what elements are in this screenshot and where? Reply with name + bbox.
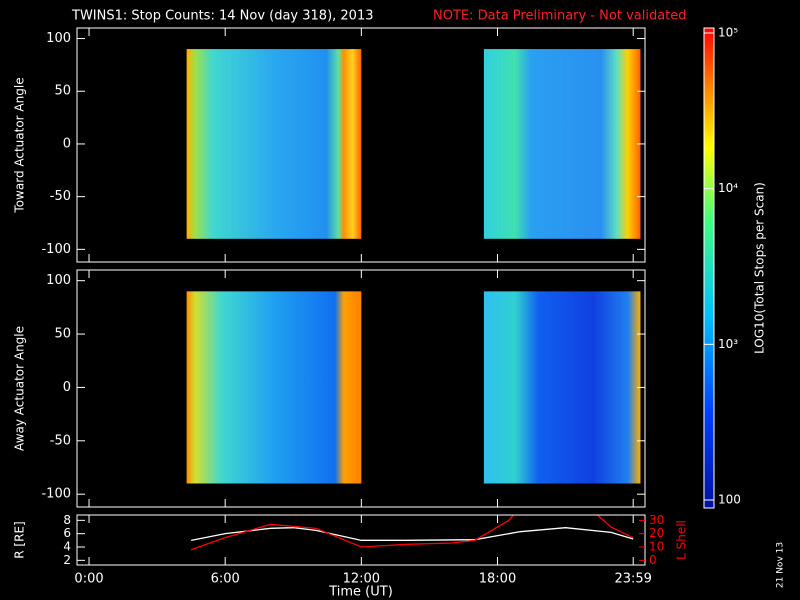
- y-tick-label: -50: [50, 189, 71, 204]
- y-tick-label: 2: [63, 553, 71, 567]
- heatmap-block: [186, 291, 362, 484]
- x-tick-label: 6:00: [211, 572, 240, 587]
- y-tick-label: 4: [63, 540, 71, 554]
- colorbar-tick-label: 10⁴: [718, 181, 738, 195]
- y2-tick-label: 0: [649, 553, 657, 567]
- y2-tick-label: 30: [649, 513, 664, 527]
- chart-title: TWINS1: Stop Counts: 14 Nov (day 318), 2…: [71, 9, 374, 24]
- colorbar-tick-label: 10⁵: [718, 26, 738, 40]
- series-line: [191, 527, 634, 541]
- x-tick-label: 18:00: [479, 572, 516, 587]
- colorbar: [703, 27, 715, 509]
- heatmap-block: [483, 49, 641, 239]
- y-tick-label: 100: [46, 273, 71, 288]
- y-tick-label: -100: [41, 242, 71, 257]
- y2-tick-label: 20: [649, 526, 664, 540]
- colorbar-tick-label: 100: [718, 493, 741, 507]
- y-tick-label: 50: [54, 84, 71, 99]
- x-tick-label: 12:00: [343, 572, 380, 587]
- y-axis-label: Away Actuator Angle: [13, 326, 27, 451]
- y2-tick-label: 10: [649, 540, 664, 554]
- colorbar-tick-label: 10³: [718, 337, 738, 351]
- heatmap-block: [483, 291, 641, 484]
- note: NOTE: Data Preliminary - Not validated: [433, 9, 687, 24]
- y-tick-label: 0: [63, 136, 71, 151]
- y-tick-label: 0: [63, 380, 71, 395]
- y-tick-label: 100: [46, 31, 71, 46]
- y-tick-label: -100: [41, 487, 71, 502]
- side-note: 21 Nov 13: [776, 542, 786, 588]
- y-tick-label: 50: [54, 327, 71, 342]
- x-tick-label: 0:00: [74, 572, 103, 587]
- heatmap-block: [186, 49, 362, 239]
- x-tick-label: 23:59: [614, 572, 651, 587]
- x-axis-label: Time (UT): [328, 585, 393, 600]
- y-axis-label: Toward Actuator Angle: [13, 77, 27, 213]
- y-tick-label: 8: [63, 513, 71, 527]
- y-axis-label: R [RE]: [13, 521, 27, 558]
- y-tick-label: 6: [63, 526, 71, 540]
- y-tick-label: -50: [50, 433, 71, 448]
- y2-axis-label: L Shell: [675, 520, 689, 560]
- colorbar-label: LOG10(Total Stops per Scan): [753, 182, 767, 354]
- series-line: [190, 515, 634, 551]
